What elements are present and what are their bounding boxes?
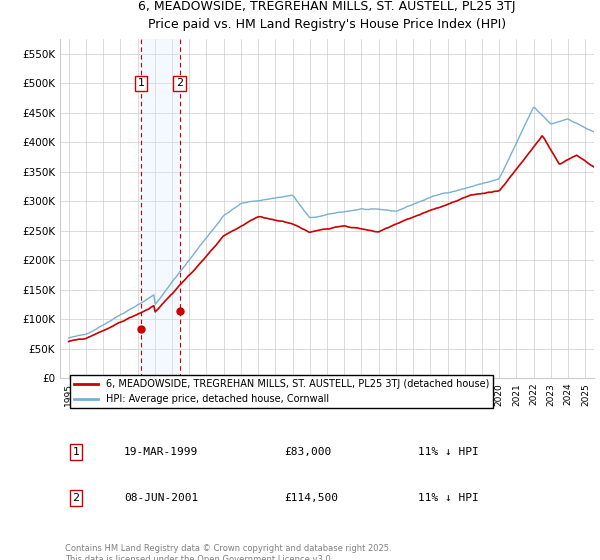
Text: 19-MAR-1999: 19-MAR-1999 — [124, 447, 199, 457]
Text: 11% ↓ HPI: 11% ↓ HPI — [418, 447, 479, 457]
Text: £83,000: £83,000 — [284, 447, 332, 457]
Text: 1: 1 — [73, 447, 80, 457]
Text: 08-JUN-2001: 08-JUN-2001 — [124, 493, 199, 503]
Text: Contains HM Land Registry data © Crown copyright and database right 2025.
This d: Contains HM Land Registry data © Crown c… — [65, 544, 392, 560]
Text: 11% ↓ HPI: 11% ↓ HPI — [418, 493, 479, 503]
Text: 2: 2 — [176, 78, 183, 88]
Text: 1: 1 — [137, 78, 145, 88]
Legend: 6, MEADOWSIDE, TREGREHAN MILLS, ST. AUSTELL, PL25 3TJ (detached house), HPI: Ave: 6, MEADOWSIDE, TREGREHAN MILLS, ST. AUST… — [70, 375, 493, 408]
Bar — [141, 39, 179, 378]
Text: 2: 2 — [73, 493, 80, 503]
Text: £114,500: £114,500 — [284, 493, 338, 503]
Title: 6, MEADOWSIDE, TREGREHAN MILLS, ST. AUSTELL, PL25 3TJ
Price paid vs. HM Land Reg: 6, MEADOWSIDE, TREGREHAN MILLS, ST. AUST… — [138, 0, 516, 31]
